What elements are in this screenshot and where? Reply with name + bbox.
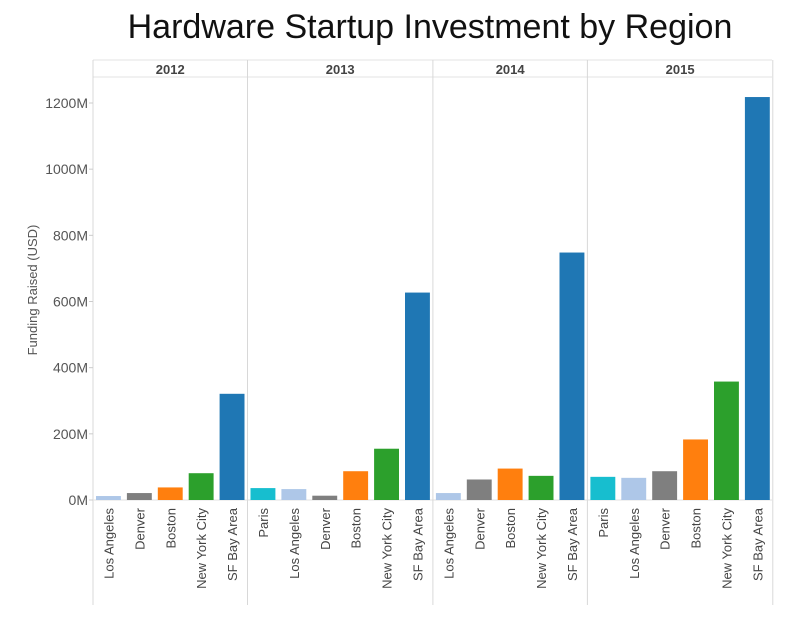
x-tick-label: SF Bay Area [225,507,240,581]
x-tick-label: New York City [534,508,549,589]
y-axis-label: Funding Raised (USD) [25,225,40,356]
x-tick-label: SF Bay Area [565,507,580,581]
bar-2012-sf-bay-area [219,393,245,500]
panel-year-header: 2013 [326,62,355,77]
bar-2013-new-york-city [374,448,399,500]
x-tick-label: Denver [132,507,147,550]
bar-2015-sf-bay-area [744,97,770,501]
bar-2013-sf-bay-area [405,292,430,500]
y-tick-label: 1000M [45,161,88,177]
x-tick-label: New York City [194,508,209,589]
y-tick-label: 200M [53,426,88,442]
bar-2013-paris [250,488,276,500]
bar-2015-boston [683,439,708,500]
bar-2014-denver [466,479,492,500]
y-tick-label: 400M [53,360,88,376]
x-tick-label: New York City [719,508,734,589]
x-tick-label: Los Angeles [441,508,456,579]
bar-2013-boston [343,471,369,500]
panel-year-header: 2012 [156,62,185,77]
bar-2012-new-york-city [188,473,214,500]
y-tick-label: 600M [53,294,88,310]
bar-2015-denver [652,471,678,500]
panel-year-header: 2015 [666,62,695,77]
bar-2012-boston [157,487,183,500]
x-tick-label: Los Angeles [627,508,642,579]
x-tick-label: Boston [163,508,178,548]
y-tick-label: 1200M [45,95,88,111]
bar-2013-denver [312,495,338,500]
x-tick-label: Paris [256,508,271,538]
bar-2012-denver [126,493,152,500]
bar-2014-boston [497,468,523,500]
chart-title: Hardware Startup Investment by Region [127,8,733,46]
x-tick-label: Denver [318,507,333,550]
x-tick-label: Boston [503,508,518,548]
x-tick-label: SF Bay Area [750,507,765,581]
bar-2013-los-angeles [281,489,307,500]
bar-2014-los-angeles [435,493,461,500]
x-tick-label: New York City [380,508,395,589]
x-tick-label: Los Angeles [101,508,116,579]
bar-2015-new-york-city [714,381,739,500]
bar-2014-new-york-city [528,475,554,500]
panel-year-header: 2014 [496,62,526,77]
bar-2015-los-angeles [621,477,647,500]
bar-2015-paris [590,476,616,500]
y-tick-label: 0M [69,492,88,508]
bar-2014-sf-bay-area [559,252,585,500]
x-tick-label: Paris [596,508,611,538]
x-tick-label: Los Angeles [287,508,302,579]
x-tick-label: Denver [472,507,487,550]
x-tick-label: Boston [349,508,364,548]
x-tick-label: Boston [689,508,704,548]
y-tick-label: 800M [53,227,88,243]
x-tick-label: Denver [658,507,673,550]
bar-2012-los-angeles [96,496,121,500]
x-tick-label: SF Bay Area [410,507,425,581]
